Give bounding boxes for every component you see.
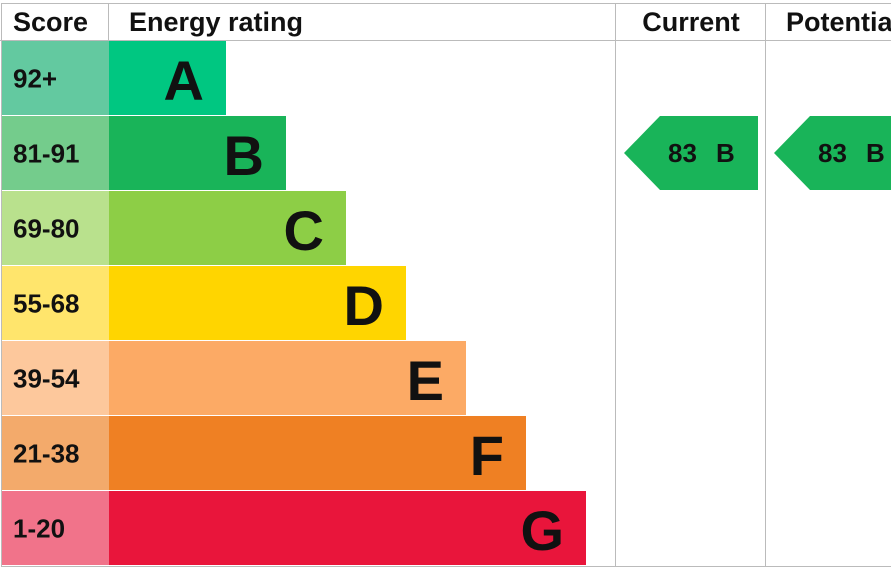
score-label: 55-68 <box>13 289 80 319</box>
score-cell <box>2 416 109 490</box>
frame <box>1 3 891 567</box>
rating-bar <box>109 491 586 565</box>
score-label: 69-80 <box>13 214 80 244</box>
header-current: Current <box>642 7 740 37</box>
rating-letter: F <box>470 424 504 487</box>
rating-bar <box>109 266 406 340</box>
score-label: 1-20 <box>13 514 65 544</box>
header-potential: Potential <box>786 7 891 37</box>
score-label: 92+ <box>13 64 57 94</box>
score-cell <box>2 266 109 340</box>
score-cell <box>2 116 109 190</box>
rating-bar <box>109 116 286 190</box>
score-label: 21-38 <box>13 439 80 469</box>
rating-letter: D <box>344 274 384 337</box>
potential-rating: B <box>866 138 885 168</box>
rating-letter: A <box>164 49 204 112</box>
score-cell <box>2 491 109 565</box>
score-label: 81-91 <box>13 139 80 169</box>
rating-bar <box>109 341 466 415</box>
rating-letter: G <box>520 499 564 562</box>
header-rating: Energy rating <box>129 7 303 37</box>
rating-letter: E <box>407 349 444 412</box>
current-score: 83 <box>668 138 697 168</box>
score-cell <box>2 41 109 115</box>
rating-letter: B <box>224 124 264 187</box>
score-cell <box>2 341 109 415</box>
score-label: 39-54 <box>13 364 80 394</box>
current-rating: B <box>716 138 735 168</box>
rating-letter: C <box>284 199 324 262</box>
rating-bar <box>109 416 526 490</box>
potential-score: 83 <box>818 138 847 168</box>
rating-bar <box>109 41 226 115</box>
current-arrow <box>624 116 758 190</box>
potential-arrow <box>774 116 891 190</box>
header-score: Score <box>13 7 88 37</box>
rating-bar <box>109 191 346 265</box>
score-cell <box>2 191 109 265</box>
